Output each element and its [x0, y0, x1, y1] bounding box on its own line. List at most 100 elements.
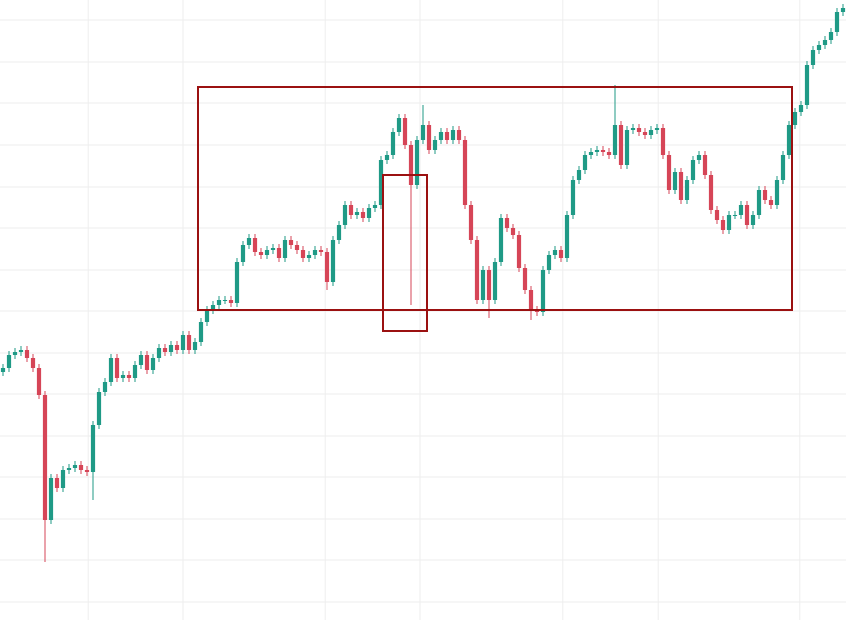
- candle-body: [84, 470, 90, 472]
- candle-body: [324, 252, 330, 282]
- candle-body: [222, 300, 228, 301]
- candle-body: [594, 150, 600, 152]
- candle-body: [246, 238, 252, 245]
- candle-body: [210, 305, 216, 310]
- candle-body: [228, 300, 234, 303]
- candle-body: [102, 382, 108, 392]
- candle-body: [642, 132, 648, 135]
- candle-body: [180, 335, 186, 350]
- candle-body: [36, 368, 42, 395]
- candle-body: [498, 218, 504, 262]
- candle-body: [834, 12, 840, 32]
- candle-body: [840, 8, 846, 12]
- candle-body: [282, 240, 288, 258]
- candle-body: [462, 140, 468, 205]
- candle-body: [510, 228, 516, 235]
- candle-body: [264, 250, 270, 255]
- candle-body: [612, 125, 618, 155]
- candle-body: [108, 358, 114, 382]
- candle-body: [654, 128, 660, 130]
- candle-body: [366, 208, 372, 218]
- candle-body: [192, 342, 198, 350]
- candle-body: [414, 140, 420, 185]
- candle-body: [678, 172, 684, 200]
- candle-body: [300, 250, 306, 258]
- candle-body: [252, 238, 258, 252]
- candle-body: [636, 128, 642, 132]
- candle-body: [696, 155, 702, 160]
- candle-body: [750, 215, 756, 225]
- candle-body: [48, 478, 54, 520]
- candle-body: [558, 250, 564, 258]
- candle-body: [522, 268, 528, 290]
- candle-body: [600, 150, 606, 152]
- candle-body: [390, 132, 396, 155]
- candle-body: [630, 128, 636, 130]
- candle-body: [120, 375, 126, 378]
- candle-body: [90, 425, 96, 472]
- candle-body: [798, 105, 804, 112]
- candle-body: [732, 215, 738, 216]
- highlight-box: [382, 174, 428, 332]
- candle-body: [204, 310, 210, 322]
- candle-body: [384, 155, 390, 160]
- candle-body: [336, 225, 342, 240]
- candle-body: [270, 248, 276, 250]
- candle-body: [726, 215, 732, 230]
- candle-body: [60, 470, 66, 488]
- candle-body: [768, 200, 774, 205]
- candle-body: [426, 125, 432, 150]
- candle-body: [258, 252, 264, 255]
- candle-body: [618, 125, 624, 165]
- candle-body: [804, 65, 810, 105]
- candle-body: [786, 125, 792, 155]
- candle-body: [138, 355, 144, 365]
- candle-body: [432, 140, 438, 150]
- candle-body: [456, 130, 462, 140]
- candle-body: [672, 172, 678, 190]
- candle-body: [240, 245, 246, 262]
- candle-body: [72, 465, 78, 468]
- candle-body: [318, 250, 324, 252]
- candle-body: [756, 190, 762, 215]
- candle-body: [276, 248, 282, 258]
- candle-body: [606, 152, 612, 155]
- candle-body: [582, 155, 588, 170]
- candle-body: [702, 155, 708, 175]
- candles: [0, 4, 846, 562]
- candle-body: [762, 190, 768, 200]
- range-box: [197, 86, 793, 311]
- candle-body: [546, 255, 552, 270]
- candle-body: [24, 350, 30, 358]
- candle-body: [186, 335, 192, 350]
- candle-body: [18, 350, 24, 352]
- candle-body: [714, 210, 720, 220]
- candle-body: [516, 235, 522, 268]
- candle-body: [216, 300, 222, 305]
- candle-body: [828, 32, 834, 40]
- candle-body: [822, 40, 828, 45]
- candle-body: [288, 240, 294, 245]
- candle-body: [156, 348, 162, 358]
- candle-body: [168, 345, 174, 352]
- candle-body: [372, 205, 378, 208]
- candle-body: [306, 255, 312, 258]
- candle-body: [708, 175, 714, 210]
- candle-body: [30, 358, 36, 368]
- candle-body: [450, 130, 456, 140]
- candle-body: [816, 45, 822, 50]
- candle-body: [360, 212, 366, 218]
- candle-body: [468, 205, 474, 240]
- candle-body: [666, 155, 672, 190]
- candle-body: [66, 468, 72, 470]
- candle-body: [720, 220, 726, 230]
- candle-body: [438, 132, 444, 140]
- candle-body: [42, 395, 48, 520]
- candle-body: [330, 240, 336, 282]
- candle-body: [150, 358, 156, 370]
- candle-body: [348, 205, 354, 215]
- candle-body: [198, 322, 204, 342]
- candle-body: [132, 365, 138, 378]
- candle-body: [444, 132, 450, 140]
